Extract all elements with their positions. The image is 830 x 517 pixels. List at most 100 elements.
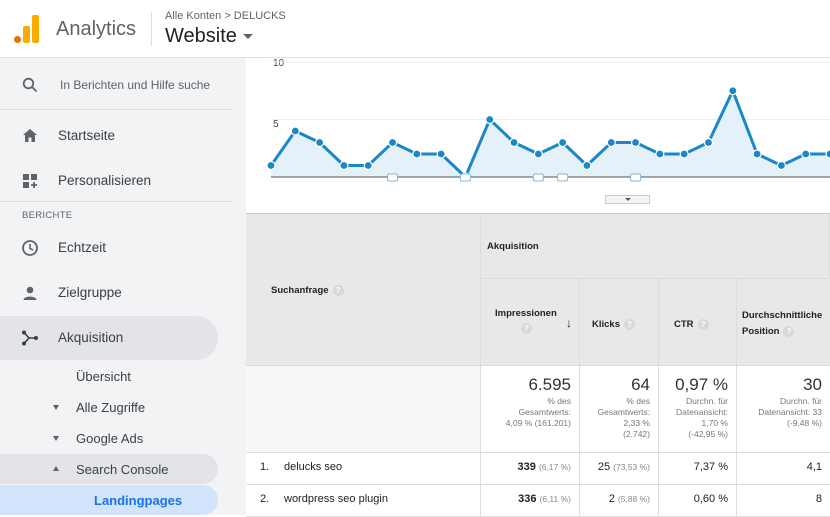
column-header-klicks[interactable]: Klicks? — [580, 279, 659, 366]
data-point[interactable] — [412, 149, 422, 159]
sidebar-item-personalisieren[interactable]: Personalisieren — [0, 159, 218, 203]
data-point[interactable] — [290, 126, 300, 136]
dimension-header-label: Suchanfrage — [271, 285, 329, 297]
data-point[interactable] — [436, 149, 446, 159]
column-header-label: Durchschnittliche Position — [742, 310, 823, 337]
table-row-1-query[interactable]: 1. delucks seo — [246, 453, 481, 485]
annotation-marker-icon[interactable] — [532, 173, 544, 182]
sidebar-subitem-google-ads[interactable]: Google Ads — [0, 423, 218, 453]
account-breadcrumb[interactable]: Alle Konten > DELUCKS — [165, 10, 286, 22]
data-point[interactable] — [679, 149, 689, 159]
data-point[interactable] — [606, 137, 616, 148]
analytics-logo-icon[interactable] — [14, 15, 40, 43]
sidebar-item-akquisition[interactable]: Akquisition — [0, 316, 218, 360]
sort-arrow-icon: ↓ — [566, 316, 572, 330]
summary-label-cell — [246, 366, 481, 453]
data-point[interactable] — [655, 149, 665, 159]
y-tick-label: 10 — [273, 58, 285, 69]
query-link[interactable]: wordpress seo plugin — [284, 493, 388, 505]
sidebar-search[interactable]: In Berichten und Hilfe suche — [0, 58, 232, 110]
chart-expand-toggle[interactable] — [605, 195, 650, 204]
help-icon[interactable]: ? — [624, 319, 635, 330]
column-header-position[interactable]: Durchschnittliche Position? — [737, 279, 830, 366]
property-name: Website — [165, 25, 237, 47]
sidebar-item-label: Personalisieren — [58, 173, 152, 188]
cell-value: 336 (6,11 %) — [518, 493, 571, 505]
impressions-percent: (6,11 %) — [539, 494, 572, 504]
sidebar-item-zielgruppe[interactable]: Zielgruppe — [0, 271, 218, 315]
clicks-percent: (73,53 %) — [613, 462, 650, 472]
data-point[interactable] — [776, 160, 786, 171]
annotation-marker-icon[interactable] — [459, 173, 471, 182]
chevron-down-icon — [625, 198, 631, 201]
sidebar-item-startseite[interactable]: Startseite — [0, 114, 218, 158]
data-point[interactable] — [387, 137, 398, 148]
clock-icon — [22, 240, 38, 256]
row-index: 1. — [260, 461, 270, 473]
summary-detail-line: Datenansicht: 33 — [758, 407, 822, 417]
triangle-down-icon — [53, 405, 59, 410]
help-icon[interactable]: ? — [697, 319, 709, 330]
data-point[interactable] — [582, 160, 592, 171]
data-point[interactable] — [801, 149, 811, 159]
summary-klicks: 64 % des Gesamtwerts: 2,33 % (2.742) — [580, 366, 659, 453]
position-value: 8 — [815, 493, 822, 505]
annotation-marker-icon[interactable] — [557, 173, 569, 182]
summary-ctr: 0,97 % Durchn. für Datenansicht: 1,70 % … — [659, 366, 737, 453]
search-input[interactable]: In Berichten und Hilfe suche — [60, 78, 211, 92]
table-row-2-klicks: 2 (5,88 %) — [580, 485, 659, 517]
help-icon[interactable]: ? — [521, 323, 532, 334]
data-point[interactable] — [558, 137, 568, 148]
data-point[interactable] — [533, 149, 543, 159]
section-label-berichte: BERICHTE — [22, 210, 73, 221]
summary-detail-line: % des — [626, 396, 650, 406]
help-icon[interactable]: ? — [332, 285, 344, 296]
data-point[interactable] — [509, 137, 519, 148]
column-header-impressionen[interactable]: Impressionen ↓ ? — [481, 279, 580, 366]
sidebar-subitem-alle-zugriffe[interactable]: Alle Zugriffe — [0, 392, 218, 422]
sidebar-subitem-landingpages[interactable]: Landingpages — [0, 485, 218, 515]
dimension-header[interactable]: Suchanfrage? — [271, 285, 344, 296]
summary-detail-line: 2,33 % — [623, 418, 650, 428]
annotation-marker-icon[interactable] — [387, 173, 399, 182]
column-header: CTR? — [674, 319, 709, 330]
table-row-2-impressionen: 336 (6,11 %) — [481, 485, 580, 517]
sidebar-subitem-label: Search Console — [76, 462, 169, 477]
data-point[interactable] — [825, 149, 830, 159]
data-point[interactable] — [339, 160, 349, 171]
table-row-2-query[interactable]: 2. wordpress seo plugin — [246, 485, 481, 517]
series-area — [271, 90, 830, 177]
table-row-1-position: 4,1 — [737, 453, 830, 485]
summary-detail-line: Durchn. für — [685, 396, 728, 406]
sidebar-item-echtzeit[interactable]: Echtzeit — [0, 226, 218, 270]
summary-detail-line: Gesamtwerts: — [597, 407, 650, 417]
summary-detail-line: % des — [547, 396, 571, 406]
data-point[interactable] — [266, 160, 276, 171]
table-row-2-ctr: 0,60 % — [659, 485, 737, 517]
property-selector[interactable]: Website — [165, 25, 253, 48]
help-icon[interactable]: ? — [783, 325, 795, 337]
data-point[interactable] — [485, 114, 495, 125]
dashboard-icon — [23, 174, 37, 188]
summary-detail-line: 4,09 % (161.201) — [505, 418, 571, 428]
data-point[interactable] — [728, 86, 738, 96]
query-link[interactable]: delucks seo — [284, 461, 343, 473]
summary-detail: Durchn. für Datenansicht: 1,70 % (-42,95… — [676, 396, 728, 440]
summary-detail-line: (2.742) — [623, 429, 650, 439]
sidebar-item-label: Akquisition — [58, 330, 124, 345]
annotation-marker-icon[interactable] — [630, 173, 642, 182]
clicks-value: 25 — [597, 461, 611, 473]
data-point[interactable] — [315, 137, 325, 148]
y-tick-label: 5 — [273, 119, 279, 130]
sidebar-divider — [0, 201, 232, 202]
data-point[interactable] — [630, 137, 641, 148]
data-point[interactable] — [363, 160, 373, 171]
data-point[interactable] — [703, 137, 714, 148]
data-point[interactable] — [752, 149, 762, 159]
sidebar-subitem-uebersicht[interactable]: Übersicht — [0, 361, 218, 391]
impressions-percent: (6,17 %) — [538, 462, 571, 472]
sidebar-subitem-search-console[interactable]: Search Console — [0, 454, 218, 484]
ctr-value: 0,60 % — [693, 493, 728, 505]
column-header-ctr[interactable]: CTR? — [659, 279, 737, 366]
clicks-value: 2 — [608, 493, 615, 505]
